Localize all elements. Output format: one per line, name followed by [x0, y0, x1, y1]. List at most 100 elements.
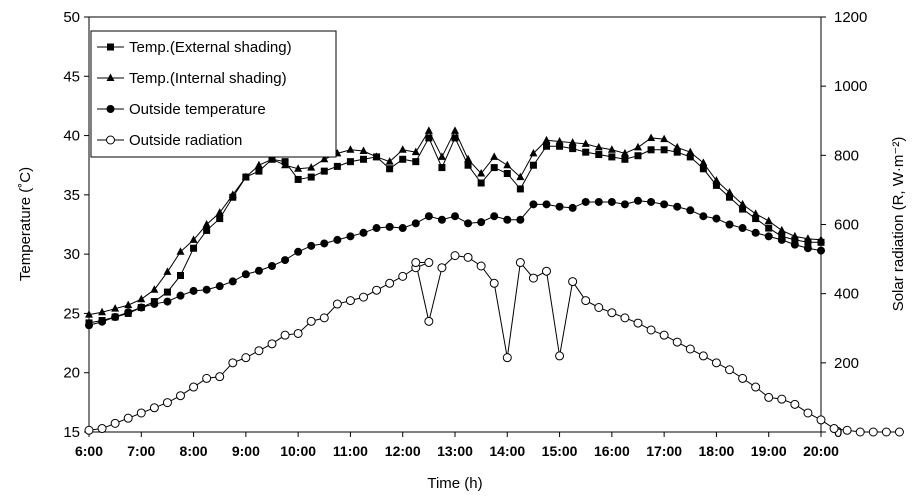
open-circle-marker [267, 339, 277, 349]
square-marker [451, 134, 459, 142]
square-marker [647, 146, 655, 154]
circle-marker [673, 202, 682, 211]
y-left-tick-label: 45 [63, 68, 80, 85]
open-circle-marker [868, 427, 878, 437]
triangle-marker [594, 142, 603, 151]
y-left-tick-label: 30 [63, 246, 80, 263]
open-circle-marker [411, 258, 421, 268]
legend-label: Outside radiation [129, 132, 242, 149]
open-circle-marker [855, 427, 865, 437]
y-right-tick-label: 1000 [834, 78, 867, 95]
open-circle-marker [424, 258, 434, 268]
circle-marker [202, 285, 211, 294]
square-marker [699, 165, 707, 173]
open-circle-marker [319, 313, 329, 323]
circle-marker [803, 244, 812, 253]
circle-marker [411, 219, 420, 228]
circle-marker [398, 224, 407, 233]
x-tick-label: 13:00 [437, 443, 473, 459]
circle-marker [751, 228, 760, 237]
triangle-marker [424, 126, 433, 134]
open-circle-marker [515, 258, 525, 268]
square-marker [686, 153, 694, 161]
x-axis-title: Time (h) [427, 475, 482, 492]
y-right-tick-label: 200 [834, 355, 859, 372]
triangle-marker [555, 137, 564, 145]
open-circle-marker [463, 252, 473, 262]
y-axis-left-title: Temperature (˚C) [17, 167, 34, 281]
legend-box [90, 30, 337, 158]
x-tick-label: 19:00 [751, 443, 787, 459]
square-marker [190, 244, 198, 252]
circle-marker [790, 240, 799, 249]
y-axis-right-title: Solar radiation (R, W·m⁻²) [890, 137, 907, 312]
triangle-marker [359, 146, 368, 154]
open-circle-marker [345, 296, 355, 306]
circle-marker [176, 291, 185, 300]
square-marker [739, 205, 747, 213]
square-marker [608, 153, 616, 161]
open-circle-marker [424, 316, 434, 326]
circle-marker [464, 219, 473, 228]
circle-marker [437, 215, 446, 224]
triangle-marker [346, 145, 355, 153]
triangle-marker [647, 133, 656, 141]
open-circle-marker [555, 351, 565, 361]
open-circle-marker [803, 408, 813, 418]
square-marker [752, 215, 760, 223]
square-marker [203, 226, 211, 234]
open-circle-marker [633, 318, 643, 328]
triangle-marker [254, 160, 263, 169]
circle-marker [490, 212, 499, 221]
open-circle-marker [149, 403, 159, 413]
open-circle-marker [123, 413, 133, 423]
square-marker [477, 179, 485, 187]
open-circle-marker [359, 292, 368, 302]
x-tick-label: 10:00 [280, 443, 316, 459]
square-marker [673, 148, 681, 156]
square-marker [490, 164, 498, 172]
open-circle-marker [725, 365, 734, 375]
triangle-marker [660, 134, 669, 143]
circle-marker [620, 200, 629, 209]
legend-label: Temp.(Internal shading) [129, 70, 287, 87]
square-marker [255, 167, 263, 175]
triangle-marker [85, 310, 93, 318]
triangle-marker [581, 139, 590, 147]
circle-marker [372, 224, 381, 233]
triangle-marker [437, 152, 446, 160]
open-circle-marker [711, 358, 721, 368]
open-circle-marker [594, 303, 604, 312]
circle-marker [281, 256, 290, 265]
square-marker [726, 193, 733, 201]
triangle-marker [294, 164, 303, 172]
open-circle-marker [228, 358, 238, 368]
circle-marker [85, 321, 93, 330]
triangle-marker [777, 225, 786, 234]
y-right-tick-label: 400 [834, 286, 859, 303]
triangle-marker [320, 154, 329, 163]
circle-marker [542, 200, 551, 209]
legend: Temp.(External shading) Temp.(Internal sh… [90, 30, 337, 158]
x-tick-label: 6:00 [75, 443, 103, 459]
circle-marker [607, 197, 616, 206]
square-marker [634, 152, 642, 160]
x-tick-label: 17:00 [646, 443, 682, 459]
square-marker [712, 181, 720, 189]
square-marker [543, 142, 550, 150]
triangle-marker [268, 154, 276, 163]
open-circle-marker [829, 424, 839, 434]
x-tick-label: 15:00 [542, 443, 578, 459]
open-circle-marker [306, 316, 316, 326]
circle-marker [150, 299, 159, 308]
open-circle-marker [162, 398, 172, 408]
circle-marker [106, 105, 115, 113]
x-tick-label: 20:00 [803, 443, 839, 459]
square-marker [107, 43, 114, 51]
square-marker [163, 288, 171, 296]
open-circle-marker [607, 308, 617, 318]
triangle-marker [307, 163, 316, 171]
open-circle-marker [202, 373, 212, 383]
square-marker [412, 158, 420, 166]
